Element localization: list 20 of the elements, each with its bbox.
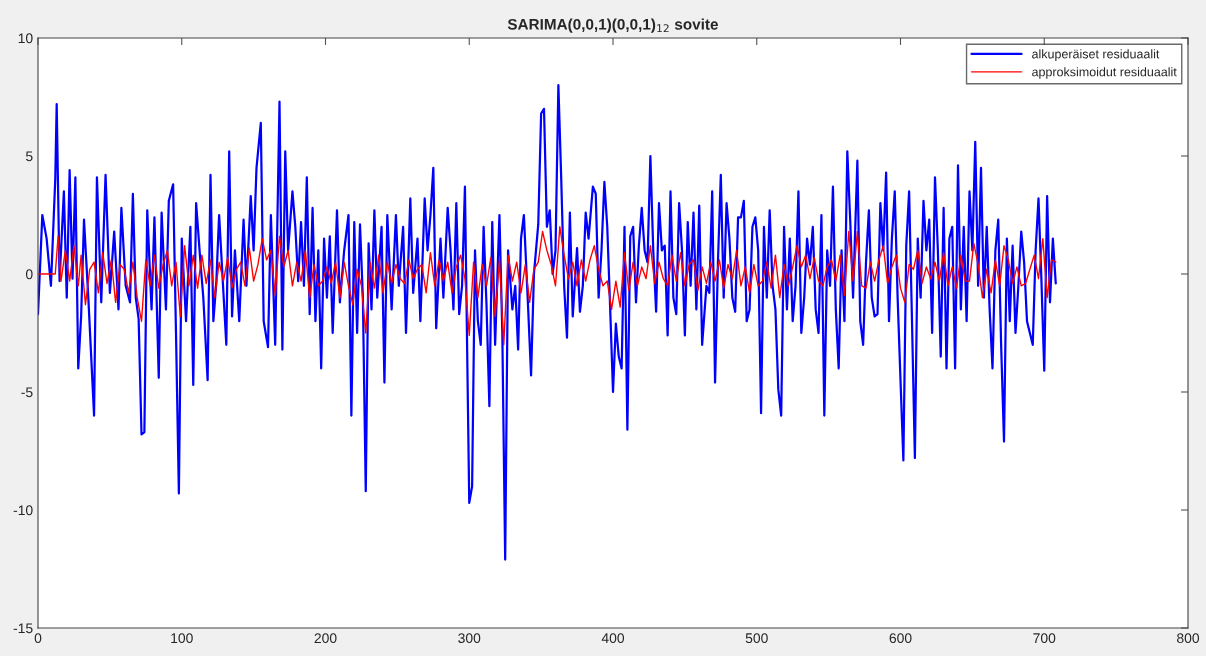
y-tick-label: -10 (13, 505, 33, 516)
y-tick-label: 5 (25, 151, 33, 162)
line-series (38, 84, 1057, 561)
x-tick-label: 200 (314, 633, 337, 644)
y-tick-label: -5 (21, 387, 33, 398)
x-tick-label: 500 (745, 633, 768, 644)
x-tick-label: 100 (171, 633, 193, 644)
x-tick-label: 800 (1177, 633, 1200, 644)
x-tick-label: 300 (458, 633, 481, 644)
y-tick-label: 10 (18, 33, 33, 44)
x-tick-label: 0 (34, 633, 42, 644)
chart-title: SARIMA(0,0,1)(0,0,1)$_{12}$ sovite (507, 18, 718, 33)
y-tick-label: 0 (25, 269, 33, 280)
x-tick-label: 400 (601, 633, 625, 644)
legend-label: approksimoidut residuaalit (1032, 67, 1177, 79)
y-tick-label: -15 (13, 623, 33, 634)
line-series (38, 226, 1057, 346)
legend-label: alkuperäiset residuaalit (1032, 49, 1160, 61)
x-tick-label: 600 (889, 633, 912, 644)
x-tick-label: 700 (1033, 633, 1056, 644)
